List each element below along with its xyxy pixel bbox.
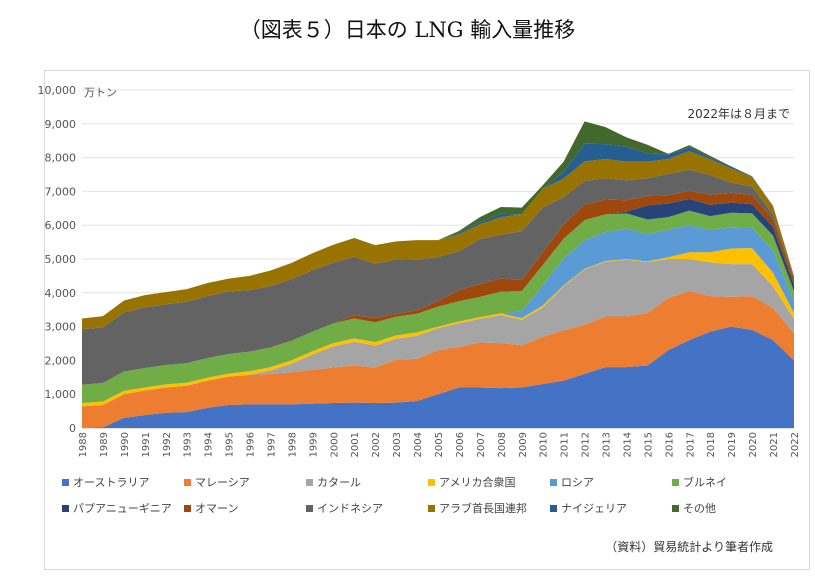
x-tick-label: 2011 xyxy=(560,432,571,457)
area-series-マレーシア xyxy=(82,291,794,428)
legend-label: マレーシア xyxy=(195,476,250,489)
x-tick-label: 2006 xyxy=(455,432,466,457)
x-tick-label: 1989 xyxy=(99,432,110,457)
legend-item: パプアニューギニア xyxy=(62,500,172,516)
legend-label: カタール xyxy=(317,476,361,489)
legend-item: インドネシア xyxy=(306,500,383,516)
page-title: （図表５）日本の LNG 輸入量推移 xyxy=(239,18,576,42)
legend-label: インドネシア xyxy=(317,502,383,515)
y-tick-label: 10,000 xyxy=(38,84,77,97)
legend-label: アラブ首長国連邦 xyxy=(439,502,527,515)
y-tick-label: 4,000 xyxy=(45,287,77,300)
x-tick-label: 2017 xyxy=(685,432,696,457)
legend-swatch xyxy=(672,478,679,486)
legend-label: その他 xyxy=(683,502,716,515)
y-tick-label: 3,000 xyxy=(45,321,77,334)
x-tick-label: 1992 xyxy=(162,432,173,457)
x-tick-label: 1991 xyxy=(141,432,152,457)
legend-item: オマーン xyxy=(184,500,238,516)
x-tick-label: 1994 xyxy=(204,432,215,457)
legend-label: ブルネイ xyxy=(683,476,727,489)
x-tick-label: 1988 xyxy=(78,432,89,457)
legend-item: その他 xyxy=(672,500,716,516)
x-tick-label: 2022 xyxy=(790,432,801,457)
legend-item: ロシア xyxy=(550,474,594,490)
legend-swatch xyxy=(184,504,191,512)
area-series-ブルネイ xyxy=(82,210,794,403)
legend-item: ナイジェリア xyxy=(550,500,627,516)
area-series-カタール xyxy=(82,259,794,407)
legend-label: ナイジェリア xyxy=(561,502,627,515)
x-tick-label: 2013 xyxy=(602,432,613,457)
area-series-ロシア xyxy=(82,225,794,403)
legend-label: オマーン xyxy=(195,502,239,515)
axes: 0 1,000 2,000 3,000 4,000 5,000 6,000 7,000 8,00… xyxy=(38,84,802,457)
x-tick-label: 2010 xyxy=(539,432,550,457)
y-tick-label: 8,000 xyxy=(45,152,77,165)
legend-swatch xyxy=(428,504,435,512)
legend-swatch xyxy=(550,504,557,512)
legend-item: ブルネイ xyxy=(672,474,727,490)
y-unit-label: 万トン xyxy=(84,86,117,99)
x-tick-label: 2012 xyxy=(581,432,592,457)
area-series-オーストラリア xyxy=(82,326,794,428)
legend: オーストラリア マレーシア カタール アメリカ合衆国 ロシア ブルネイパプアニューギニア オ… xyxy=(62,474,802,524)
legend-swatch xyxy=(306,504,313,512)
x-tick-label: 2020 xyxy=(748,432,759,457)
legend-item: アメリカ合衆国 xyxy=(428,474,515,490)
legend-label: オーストラリア xyxy=(73,476,150,489)
legend-item: アラブ首長国連邦 xyxy=(428,500,527,516)
x-tick-label: 2016 xyxy=(664,432,675,457)
x-tick-label: 2007 xyxy=(476,432,487,457)
x-tick-label: 1998 xyxy=(287,432,298,457)
x-tick-label: 2003 xyxy=(392,432,403,457)
area-series-インドネシア xyxy=(82,169,794,385)
x-tick-label: 1990 xyxy=(120,432,131,457)
legend-item: カタール xyxy=(306,474,361,490)
x-tick-label: 2014 xyxy=(622,432,633,457)
x-tick-label: 2021 xyxy=(769,432,780,457)
y-tick-label: 6,000 xyxy=(45,219,77,232)
legend-label: パプアニューギニア xyxy=(73,502,172,515)
x-tick-label: 2015 xyxy=(643,432,654,457)
x-tick-label: 1997 xyxy=(266,432,277,457)
chart-annotation: 2022年は８月まで xyxy=(687,107,790,121)
legend-item: マレーシア xyxy=(184,474,250,490)
x-tick-label: 2009 xyxy=(518,432,529,457)
chart-frame xyxy=(44,70,810,570)
legend-swatch xyxy=(550,478,557,486)
x-tick-label: 1995 xyxy=(225,432,236,457)
y-tick-label: 9,000 xyxy=(45,118,77,131)
legend-swatch xyxy=(672,504,679,512)
y-tick-label: 1,000 xyxy=(45,388,77,401)
x-tick-label: 1996 xyxy=(246,432,257,457)
legend-swatch xyxy=(306,478,313,486)
legend-swatch xyxy=(62,504,69,512)
legend-swatch xyxy=(184,478,191,486)
legend-swatch xyxy=(62,478,69,486)
area-series-アメリカ合衆国 xyxy=(82,248,794,407)
x-tick-label: 2000 xyxy=(329,432,340,457)
legend-item: オーストラリア xyxy=(62,474,149,490)
y-tick-label: 2,000 xyxy=(45,354,77,367)
y-tick-label: 0 xyxy=(69,422,76,435)
x-tick-label: 2018 xyxy=(706,432,717,457)
x-tick-label: 1993 xyxy=(183,432,194,457)
x-tick-label: 1999 xyxy=(308,432,319,457)
x-tick-label: 2004 xyxy=(413,432,424,457)
x-tick-label: 2019 xyxy=(727,432,738,457)
y-tick-label: 7,000 xyxy=(45,185,77,198)
legend-label: ロシア xyxy=(561,476,594,489)
x-tick-label: 2005 xyxy=(434,432,445,457)
source-note: （資料）貿易統計より筆者作成 xyxy=(605,540,773,554)
y-tick-label: 5,000 xyxy=(45,253,77,266)
legend-label: アメリカ合衆国 xyxy=(439,476,516,489)
x-tick-label: 2008 xyxy=(497,432,508,457)
area-series-アラブ首長国連邦 xyxy=(82,151,794,330)
x-tick-label: 2002 xyxy=(371,432,382,457)
x-tick-label: 2001 xyxy=(350,432,361,457)
legend-swatch xyxy=(428,478,435,486)
area-series xyxy=(82,121,794,428)
